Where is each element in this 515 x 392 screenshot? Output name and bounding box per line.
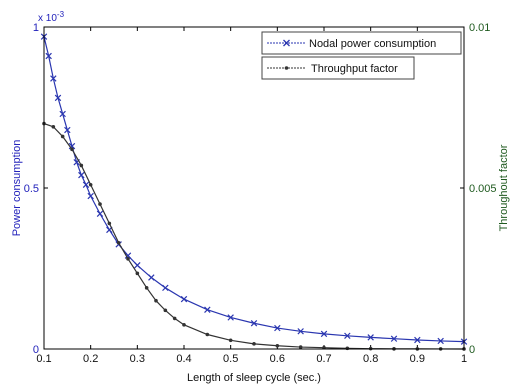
- legend-marker-throughput: [284, 66, 289, 70]
- x-tick-label: 0.3: [130, 353, 145, 365]
- data-point-throughput: [205, 332, 210, 337]
- x-tick-label: 1: [461, 353, 467, 365]
- y-left-tick-label: 0.5: [24, 183, 39, 195]
- y-right-tick-label: 0.005: [469, 183, 497, 195]
- data-point-throughput: [252, 342, 256, 346]
- x-tick-label: 0.6: [270, 353, 285, 365]
- data-point-throughput: [126, 257, 130, 261]
- x-tick-label: 0.5: [223, 353, 238, 365]
- data-point-power: [180, 295, 188, 303]
- data-point-throughput: [70, 147, 74, 152]
- y-left-tick-labels: 00.51: [24, 22, 39, 356]
- data-point-throughput: [144, 286, 149, 290]
- data-point-power: [367, 334, 374, 341]
- legend-entry-power: Nodal power consumption: [261, 31, 462, 55]
- y-right-axis-label: Throughout factor: [498, 144, 510, 231]
- data-point-power: [68, 142, 76, 150]
- data-point-power: [54, 94, 62, 102]
- x-tick-label: 0.1: [36, 353, 51, 365]
- data-point-power: [274, 324, 281, 332]
- data-point-throughput: [79, 163, 84, 168]
- x-tick-label: 0.7: [316, 353, 331, 365]
- y-left-axis-label: Power consumption: [11, 140, 23, 237]
- data-point-power: [96, 210, 104, 217]
- data-point-throughput: [163, 308, 168, 313]
- data-point-power: [227, 314, 234, 321]
- data-point-power: [437, 337, 444, 345]
- x-tick-labels: 0.1 0.2 0.3 0.4 0.5 0.6 0.7 0.8 0.9 1: [36, 353, 467, 365]
- y-right-tick-label: 0: [469, 344, 475, 356]
- y-right-tick-labels: 0 0.005 0.01: [469, 22, 497, 356]
- data-point-throughput: [88, 182, 93, 187]
- legend-marker-power: [283, 39, 290, 47]
- data-point-power: [82, 181, 90, 189]
- data-point-power: [45, 52, 52, 60]
- data-point-throughput: [228, 338, 233, 343]
- data-point-power: [59, 110, 66, 118]
- data-point-power: [50, 75, 57, 82]
- data-point-power: [78, 171, 85, 179]
- data-point-power: [344, 332, 351, 340]
- data-point-power: [64, 126, 71, 134]
- data-point-power: [148, 274, 155, 281]
- data-point-throughput: [98, 202, 102, 206]
- data-point-power: [297, 328, 304, 335]
- data-point-throughput: [135, 271, 140, 276]
- y-right-tick-label: 0.01: [469, 22, 490, 34]
- legend-box-throughput: [261, 56, 415, 80]
- data-point-power: [390, 335, 398, 342]
- data-point-power: [134, 262, 141, 269]
- data-point-power: [250, 320, 258, 327]
- data-point-power: [162, 284, 169, 292]
- y-left-tick-label: 1: [33, 22, 39, 34]
- data-point-throughput: [51, 125, 56, 129]
- data-point-power: [87, 192, 94, 200]
- plot-frame: [43, 26, 465, 350]
- legend-label-power: Nodal power consumption: [309, 38, 436, 50]
- data-point-throughput: [298, 345, 303, 349]
- legend-label-throughput: Throughput factor: [311, 63, 398, 75]
- data-point-throughput: [182, 323, 186, 327]
- legend-box-power: [261, 31, 462, 55]
- data-point-power: [204, 306, 211, 313]
- x-tick-label: 0.9: [410, 353, 425, 365]
- x-tick-label: 0.2: [83, 353, 98, 365]
- data-point-throughput: [107, 221, 112, 226]
- data-point-throughput: [116, 240, 121, 245]
- x-tick-label: 0.4: [176, 353, 191, 365]
- data-point-throughput: [345, 346, 350, 351]
- data-point-power: [124, 252, 132, 259]
- x-tick-label: 0.8: [363, 353, 378, 365]
- y-left-tick-label: 0: [33, 344, 39, 356]
- data-point-throughput: [275, 343, 280, 348]
- legend-entry-throughput: Throughput factor: [261, 56, 415, 80]
- x-axis-label: Length of sleep cycle (sec.): [187, 372, 321, 384]
- data-point-throughput: [60, 134, 65, 139]
- y-left-exponent: x 10-3: [38, 10, 65, 24]
- data-point-power: [320, 330, 328, 338]
- data-point-throughput: [172, 316, 177, 321]
- data-point-power: [414, 336, 421, 344]
- data-point-throughput: [154, 298, 158, 303]
